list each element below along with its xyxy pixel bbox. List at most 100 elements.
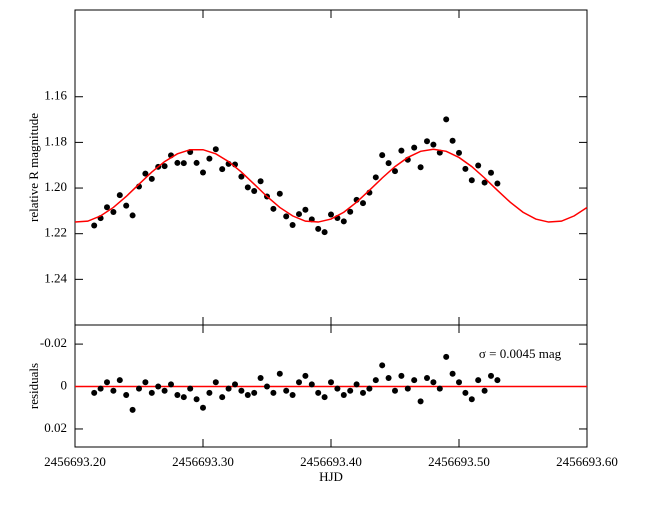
data-point [289,392,296,399]
data-point [219,166,226,173]
data-point [283,213,290,220]
data-point [475,377,482,384]
data-point [321,229,328,236]
data-point [398,372,405,379]
data-point [212,379,219,386]
data-point [424,138,430,145]
data-point [212,146,219,153]
data-point [328,379,334,386]
data-point [372,174,379,181]
data-point [392,387,398,394]
data-point [225,385,232,392]
data-point [315,225,322,232]
data-point [238,173,245,180]
data-point [411,144,418,151]
data-point [168,381,174,388]
data-point [206,155,213,162]
data-point [97,385,104,392]
y-tick-label: 1.18 [44,133,67,148]
data-point [379,362,386,369]
data-point [488,169,494,176]
data-point [180,394,187,401]
data-point [129,212,136,219]
data-point [449,370,456,377]
data-point [430,141,437,148]
data-point [193,396,200,403]
data-point [155,383,162,390]
data-point [161,387,168,394]
data-point [411,377,418,384]
x-tick-label: 2456693.40 [300,454,362,469]
data-point [436,385,443,392]
data-point [123,392,130,399]
y-tick-label: 1.20 [44,179,67,194]
data-point [219,394,226,401]
model-line [74,148,588,223]
data-point [187,385,194,392]
data-point [136,385,142,392]
data-point [193,159,200,166]
data-point [449,137,456,144]
data-point [340,392,347,399]
data-point [353,381,360,388]
x-tick-label: 2456693.60 [556,454,618,469]
data-point [488,372,494,379]
data-point [116,377,123,384]
data-point [340,218,347,225]
data-point [91,222,98,229]
data-point [174,392,181,399]
data-point [366,385,373,392]
data-point [244,184,251,191]
data-point [417,164,424,171]
x-axis-label: HJD [319,469,343,484]
data-point [244,392,251,399]
data-point [456,149,462,156]
data-point [328,211,334,218]
data-point [276,370,283,377]
data-point [251,188,258,195]
data-point [430,379,437,386]
data-point [392,168,398,175]
data-point [257,375,264,382]
data-point [462,165,469,172]
annotation: σ = 0.0045 mag [479,346,562,361]
data-point [251,389,258,396]
data-point [206,389,213,396]
data-point [104,379,110,386]
data-point [148,389,155,396]
data-point [456,379,462,386]
x-tick-label: 2456693.30 [172,454,234,469]
x-tick-label: 2456693.50 [428,454,490,469]
data-point [110,387,117,394]
data-point [283,387,290,394]
data-point [200,404,206,411]
data-point [142,379,149,386]
data-point [468,396,475,403]
data-point [417,398,424,405]
data-point [104,204,110,211]
data-point [468,177,475,184]
data-point [379,152,386,159]
data-point [110,209,117,216]
data-point [347,208,354,215]
data-point [481,387,488,394]
data-point [232,381,238,388]
data-point [443,353,450,360]
data-point [360,389,366,396]
data-point [424,375,430,382]
data-point [398,147,405,154]
x-tick-label: 2456693.20 [44,454,106,469]
data-point [347,387,354,394]
data-point [116,192,123,199]
y-tick-label: 0.02 [44,420,67,435]
data-point [148,175,155,182]
data-point [385,160,392,167]
data-point [129,406,136,413]
data-point [404,385,411,392]
y-tick-label: 1.16 [44,88,67,103]
data-point [257,178,264,185]
y-axis-label: relative R magnitude [26,113,41,222]
y-tick-label: 1.24 [44,270,67,285]
data-point [334,385,341,392]
